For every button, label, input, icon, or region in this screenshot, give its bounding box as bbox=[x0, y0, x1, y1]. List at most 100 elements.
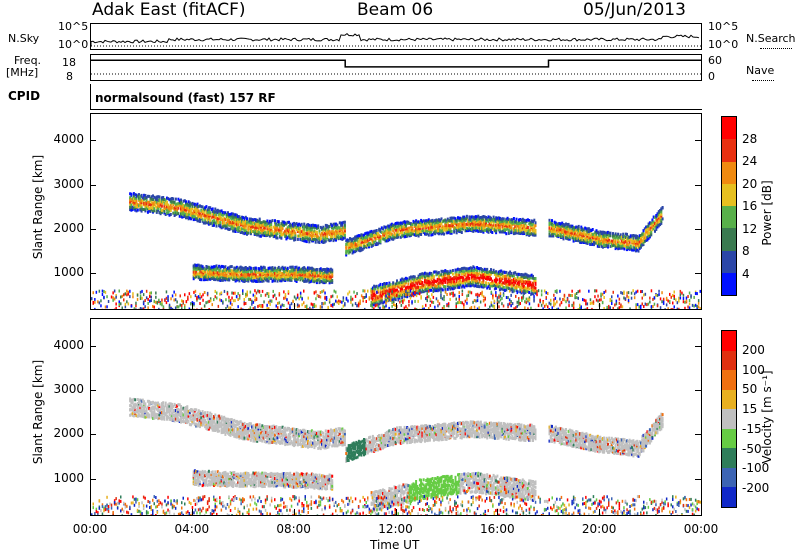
echo-cell bbox=[518, 277, 520, 281]
echo-cell bbox=[486, 273, 489, 276]
speckle-cell bbox=[315, 304, 317, 308]
speckle-cell bbox=[269, 302, 271, 306]
echo-cell bbox=[199, 212, 201, 216]
speckle-cell bbox=[165, 296, 168, 300]
echo-cell bbox=[157, 202, 160, 206]
echo-cell bbox=[584, 237, 587, 241]
speckle-cell bbox=[341, 300, 343, 304]
echo-cell bbox=[302, 236, 304, 240]
echo-cell bbox=[270, 227, 273, 231]
echo-cell bbox=[257, 267, 260, 271]
echo-cell bbox=[443, 285, 445, 288]
echo-cell bbox=[492, 270, 495, 274]
echo-cell bbox=[310, 228, 313, 232]
echo-cell bbox=[375, 237, 378, 240]
echo-cell bbox=[572, 233, 575, 237]
speckle-cell bbox=[214, 295, 216, 299]
echo-cell bbox=[262, 265, 265, 269]
echo-cell bbox=[146, 210, 149, 214]
echo-cell bbox=[429, 228, 431, 231]
echo-cell bbox=[534, 233, 537, 237]
echo-cell bbox=[286, 230, 289, 234]
echo-cell bbox=[200, 210, 203, 214]
echo-cell bbox=[191, 211, 194, 215]
speckle-cell bbox=[289, 306, 291, 309]
echo-cell bbox=[279, 228, 282, 232]
echo-cell bbox=[636, 248, 639, 252]
echo-cell bbox=[585, 227, 588, 231]
echo-cell bbox=[326, 224, 329, 228]
echo-cell bbox=[532, 220, 534, 223]
speckle-cell bbox=[296, 293, 299, 297]
speckle-cell bbox=[167, 297, 169, 301]
echo-cell bbox=[349, 237, 351, 241]
echo-cell bbox=[288, 272, 290, 276]
speckle-cell bbox=[353, 290, 355, 294]
echo-cell bbox=[385, 236, 388, 239]
echo-cell bbox=[207, 268, 210, 272]
echo-cell bbox=[270, 266, 273, 270]
echo-cell bbox=[460, 227, 463, 231]
speckle-cell bbox=[382, 305, 384, 308]
noise-panel bbox=[90, 23, 702, 50]
echo-cell bbox=[462, 266, 465, 270]
echo-cell bbox=[624, 244, 627, 248]
echo-cell bbox=[319, 225, 322, 229]
echo-cell bbox=[191, 207, 194, 211]
echo-cell bbox=[443, 219, 445, 223]
echo-cell bbox=[511, 279, 514, 283]
echo-cell bbox=[221, 276, 224, 280]
echo-cell bbox=[567, 232, 570, 236]
echo-cell bbox=[274, 273, 276, 277]
echo-cell bbox=[422, 284, 425, 287]
echo-cell bbox=[230, 271, 233, 275]
echo-cell bbox=[294, 277, 297, 281]
echo-cell bbox=[406, 285, 409, 289]
echo-cell bbox=[387, 231, 390, 235]
echo-cell bbox=[507, 228, 510, 232]
echo-cell bbox=[385, 285, 388, 289]
echo-cell bbox=[359, 246, 362, 250]
echo-cell bbox=[258, 217, 261, 221]
echo-cell bbox=[568, 235, 571, 238]
echo-cell bbox=[445, 228, 448, 231]
echo-cell bbox=[467, 273, 470, 277]
speckle-cell bbox=[252, 307, 255, 309]
echo-cell bbox=[413, 225, 416, 229]
echo-cell bbox=[495, 274, 498, 278]
echo-cell bbox=[416, 277, 419, 280]
echo-cell bbox=[514, 286, 517, 289]
echo-cell bbox=[572, 239, 575, 243]
echo-cell bbox=[383, 237, 386, 241]
echo-cell bbox=[415, 230, 418, 233]
echo-cell bbox=[205, 265, 208, 268]
echo-cell bbox=[130, 192, 133, 196]
echo-cell bbox=[408, 276, 411, 280]
echo-cell bbox=[304, 231, 307, 235]
echo-cell bbox=[474, 215, 477, 219]
echo-cell bbox=[581, 229, 584, 233]
echo-cell bbox=[293, 268, 296, 272]
echo-cell bbox=[290, 269, 293, 273]
echo-cell bbox=[432, 270, 435, 274]
echo-cell bbox=[421, 226, 424, 230]
echo-cell bbox=[380, 230, 383, 234]
echo-cell bbox=[310, 269, 313, 273]
speckle-cell bbox=[328, 298, 331, 302]
echo-cell bbox=[314, 240, 317, 244]
echo-cell bbox=[581, 238, 584, 241]
echo-cell bbox=[310, 279, 313, 283]
echo-cell bbox=[626, 248, 628, 252]
echo-cell bbox=[307, 269, 309, 272]
echo-cell bbox=[406, 295, 409, 299]
speckle-cell bbox=[272, 289, 274, 293]
echo-cell bbox=[155, 209, 158, 213]
echo-cell bbox=[197, 275, 200, 279]
echo-cell bbox=[465, 222, 468, 226]
echo-cell bbox=[252, 276, 255, 280]
echo-cell bbox=[507, 287, 510, 290]
echo-cell bbox=[623, 247, 626, 251]
echo-cell bbox=[364, 245, 367, 249]
speckle-cell bbox=[251, 302, 253, 306]
echo-cell bbox=[496, 284, 499, 288]
